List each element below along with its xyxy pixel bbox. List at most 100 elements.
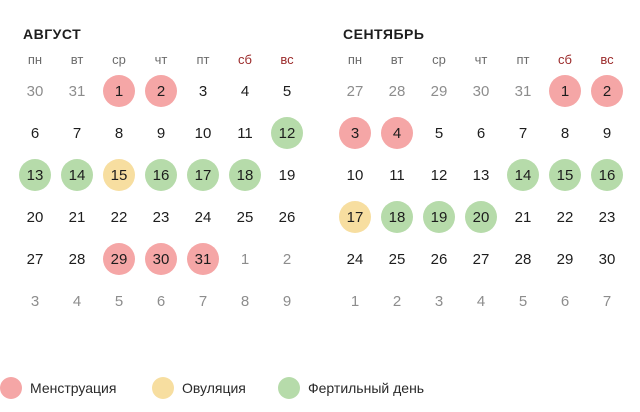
day-cell[interactable]: 5 <box>418 112 460 154</box>
day-number: 4 <box>72 292 82 310</box>
legend-item-menstruation: Менструация <box>0 377 116 399</box>
day-cell[interactable]: 10 <box>182 112 224 154</box>
day-cell-outside-month[interactable]: 9 <box>266 280 308 322</box>
day-cell-fertile[interactable]: 14 <box>502 154 544 196</box>
day-cell-outside-month[interactable]: 6 <box>140 280 182 322</box>
day-cell[interactable]: 19 <box>266 154 308 196</box>
day-cell-ovulation[interactable]: 17 <box>334 196 376 238</box>
day-cell[interactable]: 6 <box>460 112 502 154</box>
day-cell[interactable]: 11 <box>224 112 266 154</box>
day-cell[interactable]: 27 <box>14 238 56 280</box>
legend-label: Овуляция <box>182 380 246 396</box>
day-cell-fertile[interactable]: 15 <box>544 154 586 196</box>
day-cell[interactable]: 9 <box>586 112 628 154</box>
day-cell-outside-month[interactable]: 31 <box>502 70 544 112</box>
day-number: 20 <box>465 201 497 233</box>
day-cell-fertile[interactable]: 16 <box>140 154 182 196</box>
day-number: 23 <box>598 208 616 226</box>
day-cell[interactable]: 23 <box>586 196 628 238</box>
day-cell-menstruation[interactable]: 2 <box>140 70 182 112</box>
day-cell-outside-month[interactable]: 4 <box>56 280 98 322</box>
day-cell-fertile[interactable]: 17 <box>182 154 224 196</box>
day-cell-outside-month[interactable]: 7 <box>182 280 224 322</box>
day-cell[interactable]: 20 <box>14 196 56 238</box>
day-cell[interactable]: 22 <box>544 196 586 238</box>
day-cell-fertile[interactable]: 13 <box>14 154 56 196</box>
day-number: 24 <box>346 250 364 268</box>
day-cell-menstruation[interactable]: 2 <box>586 70 628 112</box>
day-cell-outside-month[interactable]: 8 <box>224 280 266 322</box>
day-cell-menstruation[interactable]: 1 <box>98 70 140 112</box>
day-cell[interactable]: 22 <box>98 196 140 238</box>
day-cell-outside-month[interactable]: 2 <box>266 238 308 280</box>
weekday-label: вс <box>600 51 614 67</box>
day-cell[interactable]: 10 <box>334 154 376 196</box>
day-cell-outside-month[interactable]: 1 <box>334 280 376 322</box>
day-cell-outside-month[interactable]: 2 <box>376 280 418 322</box>
day-cell-fertile[interactable]: 20 <box>460 196 502 238</box>
day-cell[interactable]: 30 <box>586 238 628 280</box>
day-cell[interactable]: 29 <box>544 238 586 280</box>
day-cell-outside-month[interactable]: 5 <box>98 280 140 322</box>
day-cell[interactable]: 8 <box>544 112 586 154</box>
day-cell-outside-month[interactable]: 28 <box>376 70 418 112</box>
day-cell[interactable]: 8 <box>98 112 140 154</box>
day-cell[interactable]: 28 <box>502 238 544 280</box>
day-cell[interactable]: 24 <box>334 238 376 280</box>
day-cell[interactable]: 6 <box>14 112 56 154</box>
day-cell[interactable]: 23 <box>140 196 182 238</box>
day-cell[interactable]: 12 <box>418 154 460 196</box>
day-cell-outside-month[interactable]: 30 <box>460 70 502 112</box>
day-cell[interactable]: 25 <box>376 238 418 280</box>
day-cell-fertile[interactable]: 14 <box>56 154 98 196</box>
day-cell-outside-month[interactable]: 4 <box>460 280 502 322</box>
day-cell[interactable]: 7 <box>502 112 544 154</box>
day-cell-menstruation[interactable]: 4 <box>376 112 418 154</box>
day-number: 3 <box>339 117 371 149</box>
day-cell-fertile[interactable]: 18 <box>224 154 266 196</box>
day-cell[interactable]: 5 <box>266 70 308 112</box>
day-cell-outside-month[interactable]: 27 <box>334 70 376 112</box>
day-cell[interactable]: 21 <box>502 196 544 238</box>
day-cell-fertile[interactable]: 12 <box>266 112 308 154</box>
day-cell-menstruation[interactable]: 3 <box>334 112 376 154</box>
day-cell[interactable]: 26 <box>266 196 308 238</box>
day-cell-outside-month[interactable]: 3 <box>418 280 460 322</box>
day-cell-outside-month[interactable]: 30 <box>14 70 56 112</box>
day-cell-outside-month[interactable]: 3 <box>14 280 56 322</box>
day-cell-outside-month[interactable]: 7 <box>586 280 628 322</box>
day-cell[interactable]: 21 <box>56 196 98 238</box>
day-number: 30 <box>26 82 44 100</box>
day-cell-outside-month[interactable]: 31 <box>56 70 98 112</box>
day-cell[interactable]: 26 <box>418 238 460 280</box>
day-cell[interactable]: 27 <box>460 238 502 280</box>
ovulation-dot-icon <box>152 377 174 399</box>
menstruation-dot-icon <box>0 377 22 399</box>
day-cell-ovulation[interactable]: 15 <box>98 154 140 196</box>
day-cell-fertile[interactable]: 16 <box>586 154 628 196</box>
day-cell-fertile[interactable]: 19 <box>418 196 460 238</box>
day-cell[interactable]: 9 <box>140 112 182 154</box>
day-cell[interactable]: 28 <box>56 238 98 280</box>
day-cell[interactable]: 3 <box>182 70 224 112</box>
day-cell[interactable]: 7 <box>56 112 98 154</box>
day-cell[interactable]: 13 <box>460 154 502 196</box>
legend-item-ovulation: Овуляция <box>152 377 246 399</box>
day-number: 9 <box>282 292 292 310</box>
day-cell-menstruation[interactable]: 31 <box>182 238 224 280</box>
day-cell-outside-month[interactable]: 5 <box>502 280 544 322</box>
day-cell-outside-month[interactable]: 1 <box>224 238 266 280</box>
day-number: 8 <box>560 124 570 142</box>
day-cell[interactable]: 25 <box>224 196 266 238</box>
day-cell[interactable]: 4 <box>224 70 266 112</box>
day-cell-fertile[interactable]: 18 <box>376 196 418 238</box>
day-cell-menstruation[interactable]: 30 <box>140 238 182 280</box>
day-cell-outside-month[interactable]: 6 <box>544 280 586 322</box>
day-cell-menstruation[interactable]: 29 <box>98 238 140 280</box>
day-cell[interactable]: 11 <box>376 154 418 196</box>
month-september: СЕНТЯБРЬ пн вт ср чт пт сб вс 27 28 29 30 31 1 2 3 4 5 6… <box>334 24 628 322</box>
day-cell[interactable]: 24 <box>182 196 224 238</box>
day-cell-outside-month[interactable]: 29 <box>418 70 460 112</box>
day-cell-menstruation[interactable]: 1 <box>544 70 586 112</box>
day-number: 7 <box>518 124 528 142</box>
